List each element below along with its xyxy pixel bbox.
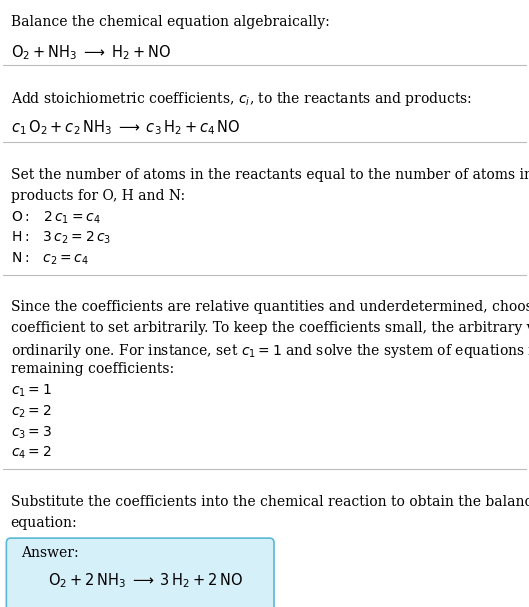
Text: Answer:: Answer: [21,546,79,560]
Text: Balance the chemical equation algebraically:: Balance the chemical equation algebraica… [11,15,330,29]
Text: remaining coefficients:: remaining coefficients: [11,362,174,376]
Text: $c_1 = 1$: $c_1 = 1$ [11,383,51,399]
Text: Set the number of atoms in the reactants equal to the number of atoms in the: Set the number of atoms in the reactants… [11,168,529,182]
Text: Since the coefficients are relative quantities and underdetermined, choose a: Since the coefficients are relative quan… [11,300,529,314]
Text: $c_1\, \mathrm{O_2} + c_2\, \mathrm{NH_3} \;\longrightarrow\; c_3\, \mathrm{H_2}: $c_1\, \mathrm{O_2} + c_2\, \mathrm{NH_3… [11,118,240,137]
Text: $c_4 = 2$: $c_4 = 2$ [11,445,51,461]
Text: coefficient to set arbitrarily. To keep the coefficients small, the arbitrary va: coefficient to set arbitrarily. To keep … [11,321,529,335]
Text: $\mathrm{O:}\;\;\; 2\,c_1 = c_4$: $\mathrm{O:}\;\;\; 2\,c_1 = c_4$ [11,209,101,226]
Text: $\mathrm{O_2 + NH_3 \;\longrightarrow\; H_2 + NO}$: $\mathrm{O_2 + NH_3 \;\longrightarrow\; … [11,43,170,62]
FancyBboxPatch shape [6,538,274,607]
Text: $\mathrm{H:}\;\;\; 3\,c_2 = 2\,c_3$: $\mathrm{H:}\;\;\; 3\,c_2 = 2\,c_3$ [11,230,111,246]
Text: ordinarily one. For instance, set $c_1 = 1$ and solve the system of equations fo: ordinarily one. For instance, set $c_1 =… [11,342,529,360]
Text: Add stoichiometric coefficients, $c_i$, to the reactants and products:: Add stoichiometric coefficients, $c_i$, … [11,90,472,109]
Text: $c_3 = 3$: $c_3 = 3$ [11,424,51,441]
Text: $\mathrm{O_2 + 2\, NH_3 \;\longrightarrow\; 3\, H_2 + 2\, NO}$: $\mathrm{O_2 + 2\, NH_3 \;\longrightarro… [48,571,243,590]
Text: Substitute the coefficients into the chemical reaction to obtain the balanced: Substitute the coefficients into the che… [11,495,529,509]
Text: $\mathrm{N:}\;\;\; c_2 = c_4$: $\mathrm{N:}\;\;\; c_2 = c_4$ [11,251,89,267]
Text: $c_2 = 2$: $c_2 = 2$ [11,404,51,420]
Text: equation:: equation: [11,515,77,529]
Text: products for O, H and N:: products for O, H and N: [11,189,185,203]
